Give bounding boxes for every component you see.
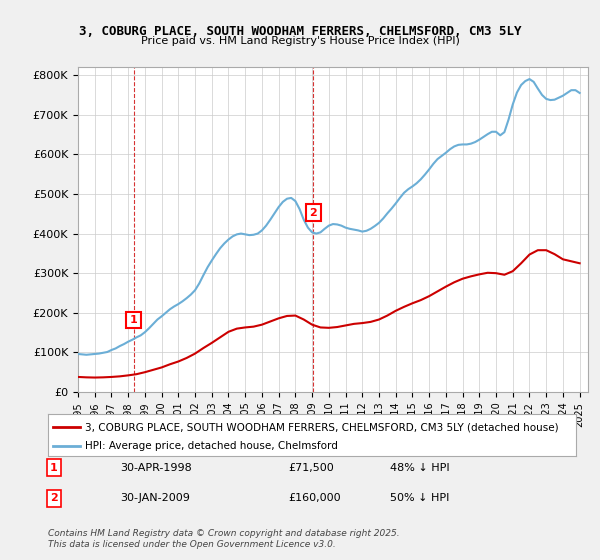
Text: 1: 1	[50, 463, 58, 473]
Text: £71,500: £71,500	[288, 463, 334, 473]
Text: 50% ↓ HPI: 50% ↓ HPI	[390, 493, 449, 503]
Text: Price paid vs. HM Land Registry's House Price Index (HPI): Price paid vs. HM Land Registry's House …	[140, 36, 460, 46]
Text: HPI: Average price, detached house, Chelmsford: HPI: Average price, detached house, Chel…	[85, 441, 338, 451]
Text: £160,000: £160,000	[288, 493, 341, 503]
Text: 3, COBURG PLACE, SOUTH WOODHAM FERRERS, CHELMSFORD, CM3 5LY: 3, COBURG PLACE, SOUTH WOODHAM FERRERS, …	[79, 25, 521, 38]
Text: 30-APR-1998: 30-APR-1998	[120, 463, 192, 473]
Text: 1: 1	[130, 315, 137, 325]
Text: 48% ↓ HPI: 48% ↓ HPI	[390, 463, 449, 473]
Text: Contains HM Land Registry data © Crown copyright and database right 2025.
This d: Contains HM Land Registry data © Crown c…	[48, 529, 400, 549]
Text: 2: 2	[310, 208, 317, 218]
Text: 3, COBURG PLACE, SOUTH WOODHAM FERRERS, CHELMSFORD, CM3 5LY (detached house): 3, COBURG PLACE, SOUTH WOODHAM FERRERS, …	[85, 422, 559, 432]
Text: 2: 2	[50, 493, 58, 503]
Text: 30-JAN-2009: 30-JAN-2009	[120, 493, 190, 503]
